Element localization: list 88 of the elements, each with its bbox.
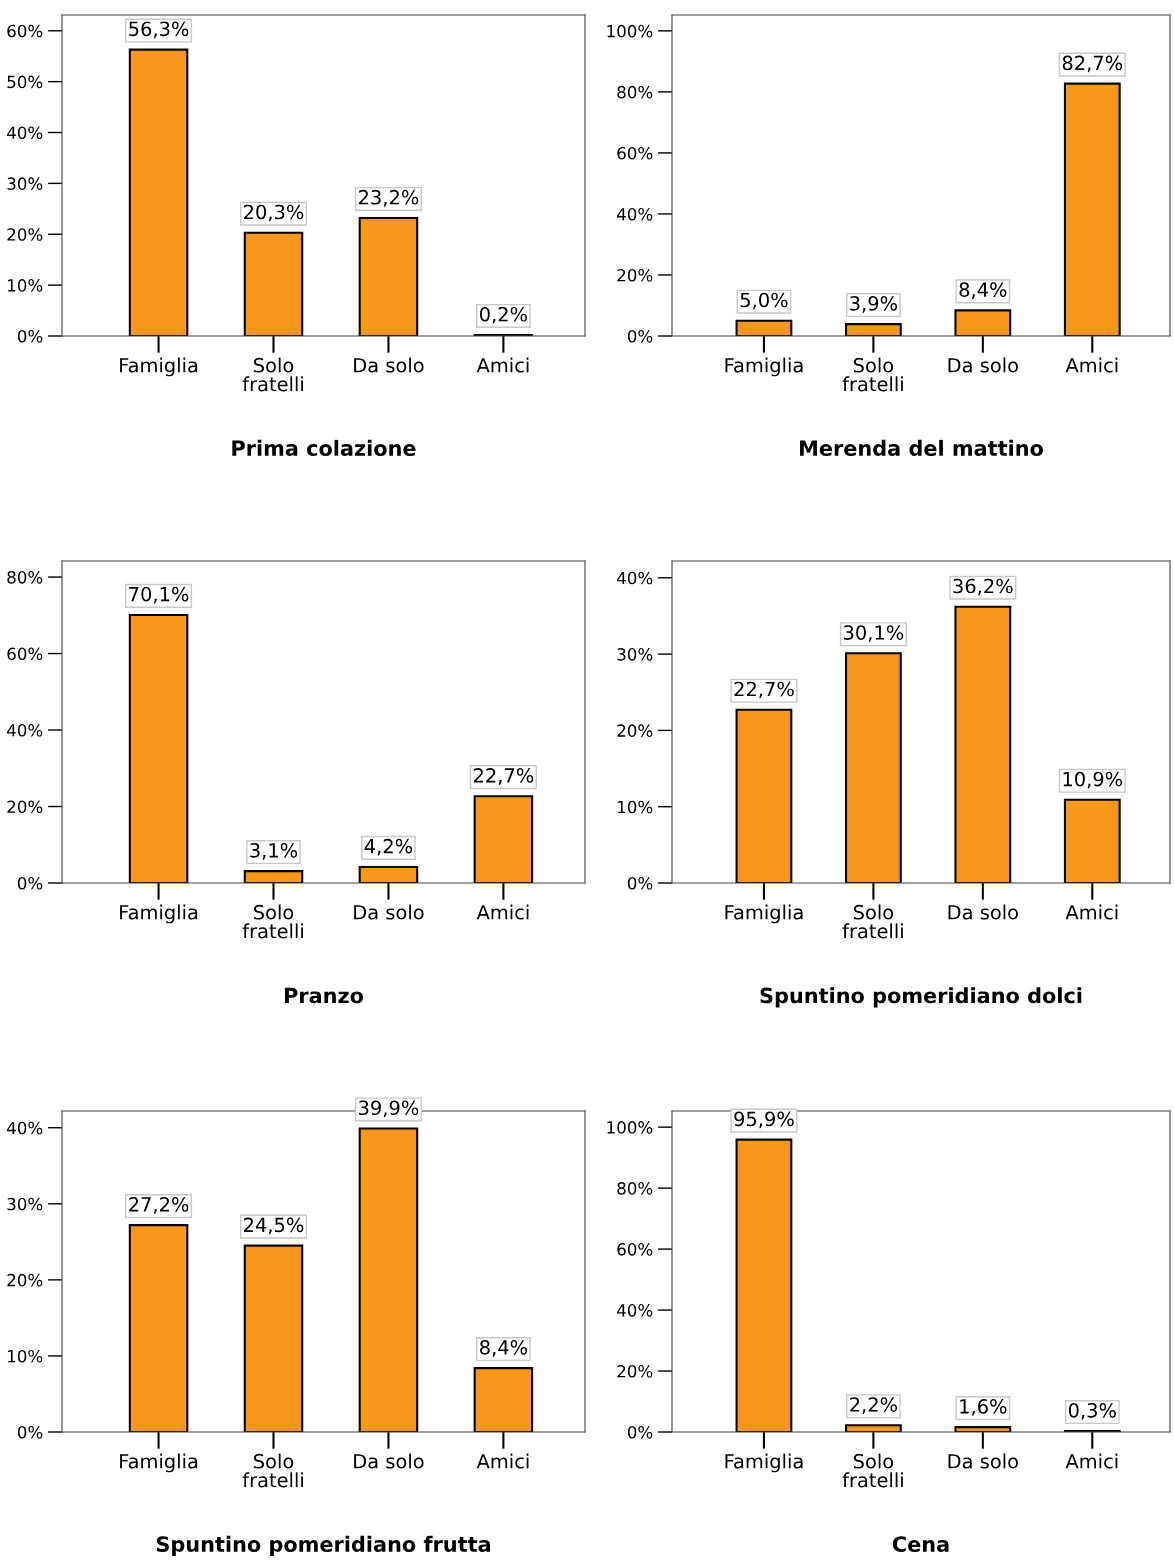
y-tick-label: 30% [617, 648, 653, 661]
x-tick-label: Amici [476, 357, 529, 373]
text: Spuntino pomeridiano frutta [156, 1535, 490, 1557]
y-tick-label: 20% [7, 800, 43, 814]
y-tick-label: 10% [8, 1349, 43, 1363]
y-tick-label: 80% [617, 1182, 653, 1195]
data-label: 70,1% [129, 586, 189, 604]
y-tick-label: 80% [7, 571, 43, 584]
data-label: 95,9% [734, 1111, 794, 1129]
text: Spuntino pomeridiano dolci [760, 987, 1082, 1008]
y-tick-label: 50% [7, 75, 43, 89]
y-tick-label: 0% [627, 329, 653, 343]
y-tick-label: 60% [7, 647, 43, 661]
y-tick-label: 20% [617, 268, 653, 282]
data-label: 56,3% [129, 21, 189, 39]
y-tick-label: 30% [7, 177, 43, 190]
x-tick-label: Da solo [948, 357, 1018, 373]
y-tick-label: 10% [618, 800, 653, 814]
data-label: 36,2% [953, 578, 1013, 596]
y-tick-label: 40% [617, 1304, 653, 1317]
x-tick-label: Da solo [948, 904, 1018, 920]
x-tick-label: Famiglia [120, 904, 198, 924]
x-tick-label: Solo fratelli [242, 357, 303, 392]
x-tick-label: Da solo [948, 1453, 1018, 1469]
data-label: 8,4% [959, 282, 1007, 299]
data-label: 24,5% [244, 1217, 304, 1235]
x-tick-label: Amici [476, 904, 529, 920]
x-tick-label: Famiglia [120, 357, 198, 377]
y-tick-label: 20% [617, 1364, 653, 1378]
x-tick-label: Solo fratelli [242, 1453, 303, 1488]
y-tick-label: 0% [17, 329, 43, 343]
data-label: 10,9% [1063, 771, 1123, 789]
x-tick-label: Amici [1065, 904, 1118, 920]
x-tick-label: Amici [1065, 1453, 1118, 1469]
y-tick-label: 20% [617, 724, 653, 737]
y-tick-label: 10% [8, 279, 43, 292]
text: Cena [892, 1536, 949, 1552]
text: Merenda del mattino [800, 439, 1043, 456]
y-tick-label: 30% [7, 1197, 43, 1211]
y-tick-label: 40% [7, 723, 43, 737]
y-tick-label: 40% [7, 126, 43, 140]
y-tick-label: 80% [617, 85, 653, 99]
x-tick-label: Da solo [354, 904, 424, 920]
data-label: 3,1% [250, 843, 298, 860]
data-label: 1,6% [960, 1399, 1007, 1416]
data-label: 3,9% [850, 295, 898, 313]
data-label: 8,4% [480, 1340, 528, 1357]
y-tick-label: 40% [617, 571, 653, 585]
y-tick-label: 60% [7, 24, 43, 38]
x-tick-label: Famiglia [120, 1453, 198, 1473]
data-label: 20,3% [244, 204, 304, 222]
data-label: 4,2% [364, 838, 413, 856]
y-tick-label: 0% [627, 1425, 653, 1439]
y-tick-label: 60% [617, 1243, 653, 1256]
data-label: 5,0% [740, 292, 788, 310]
y-tick-label: 100% [607, 1121, 653, 1134]
x-tick-label: Famiglia [725, 1453, 803, 1473]
y-tick-label: 0% [17, 1425, 43, 1439]
data-label: 27,2% [129, 1196, 189, 1214]
text: Pranzo [284, 987, 364, 1004]
data-label: 0,2% [479, 306, 528, 324]
data-label: 39,9% [359, 1100, 419, 1118]
data-label: 82,7% [1062, 55, 1123, 73]
x-tick-label: Da solo [354, 1453, 424, 1469]
y-tick-label: 100% [607, 24, 653, 38]
data-label: 2,2% [850, 1397, 898, 1414]
y-tick-label: 0% [17, 876, 43, 890]
x-tick-label: Solo fratelli [242, 904, 303, 939]
y-tick-label: 0% [627, 876, 653, 890]
x-tick-label: Amici [476, 1453, 529, 1469]
x-tick-label: Solo fratelli [842, 1453, 903, 1488]
data-label: 0,3% [1068, 1402, 1116, 1420]
x-tick-label: Famiglia [725, 357, 803, 377]
data-label: 22,7% [734, 681, 794, 699]
y-tick-label: 60% [617, 146, 653, 160]
y-tick-label: 40% [7, 1121, 43, 1135]
x-tick-label: Da solo [354, 357, 424, 373]
data-label: 22,7% [473, 768, 534, 785]
x-tick-label: Famiglia [725, 904, 803, 924]
y-tick-label: 40% [617, 207, 653, 221]
text: Prima colazione [232, 439, 416, 456]
data-label: 23,2% [358, 189, 419, 207]
data-label: 30,1% [843, 625, 904, 642]
x-tick-label: Solo fratelli [842, 357, 903, 392]
x-tick-label: Amici [1065, 357, 1118, 373]
y-tick-label: 20% [7, 1273, 43, 1287]
x-tick-label: Solo fratelli [842, 904, 903, 939]
y-tick-label: 20% [7, 228, 43, 241]
